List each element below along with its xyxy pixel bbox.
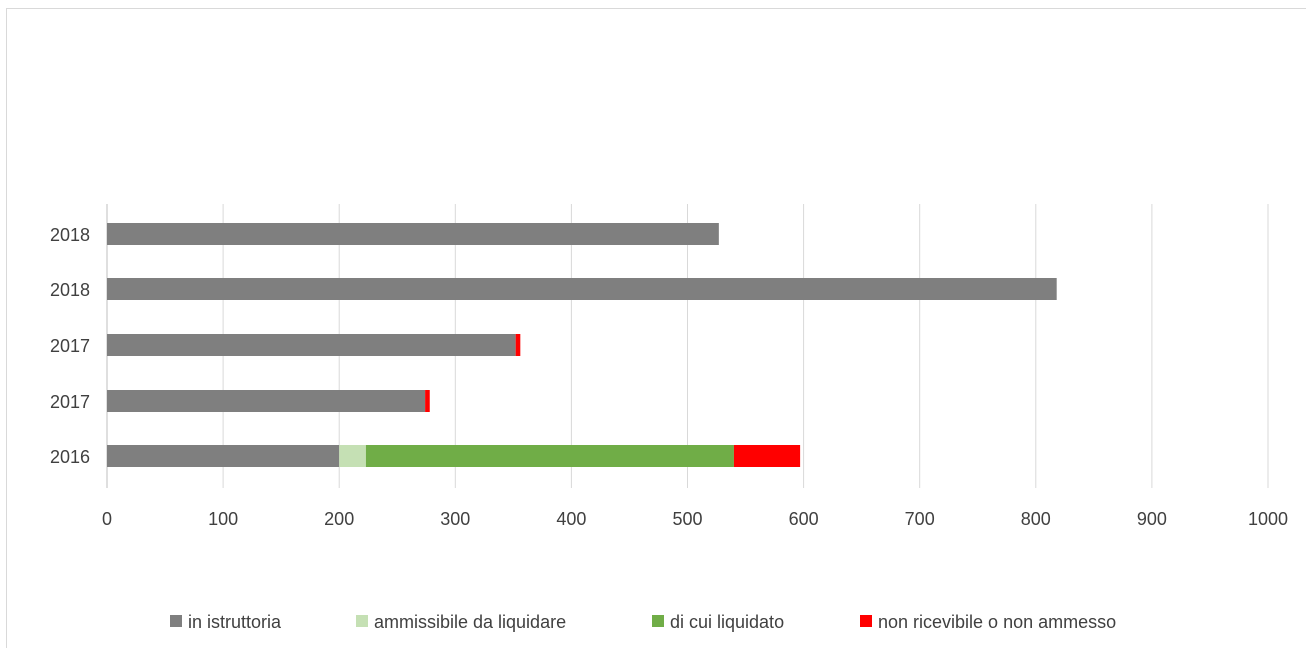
y-tick-label: 2018 [50,225,90,245]
y-tick-label: 2017 [50,392,90,412]
bar-segment [339,445,366,467]
x-tick-label: 900 [1137,509,1167,529]
bars [107,223,1057,467]
x-tick-label: 200 [324,509,354,529]
x-tick-label: 0 [102,509,112,529]
legend-swatch [652,615,664,627]
y-tick-label: 2018 [50,280,90,300]
bar-segment [107,334,516,356]
bar-segment [425,390,430,412]
bar-segment [733,445,801,467]
x-tick-label: 500 [672,509,702,529]
legend-label: ammissibile da liquidare [374,612,566,632]
bar-segment [515,334,521,356]
x-axis-labels: 0 100 200 300 400 500 600 700 800 900 10… [102,509,1288,529]
legend-label: in istruttoria [188,612,282,632]
x-tick-label: 800 [1021,509,1051,529]
bar-segment [365,445,734,467]
y-tick-label: 2017 [50,336,90,356]
legend-label: non ricevibile o non ammesso [878,612,1116,632]
bar-segment [107,278,1057,300]
x-tick-label: 700 [905,509,935,529]
legend-swatch [356,615,368,627]
chart-frame [6,8,1306,648]
legend-label: di cui liquidato [670,612,784,632]
bar-segment [107,390,426,412]
legend-swatch [170,615,182,627]
y-tick-label: 2016 [50,447,90,467]
bar-segment [107,223,719,245]
y-axis-labels: 2018 2018 2017 2017 2016 [50,225,90,467]
x-tick-label: 400 [556,509,586,529]
legend: in istruttoria ammissibile da liquidare … [170,612,1116,632]
x-tick-label: 1000 [1248,509,1288,529]
x-tick-label: 300 [440,509,470,529]
bar-segment [107,445,340,467]
x-tick-label: 600 [789,509,819,529]
legend-swatch [860,615,872,627]
x-tick-label: 100 [208,509,238,529]
